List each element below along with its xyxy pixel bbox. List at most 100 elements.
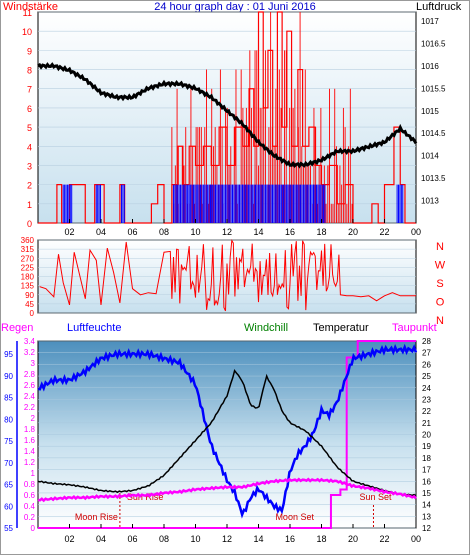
legend-luftfeuchte: Luftfeuchte — [67, 322, 121, 334]
humidity-tick-label: 90 — [4, 372, 13, 381]
rain-tick-label: 1.2 — [24, 458, 36, 467]
humidity-tick-label: 55 — [4, 524, 13, 533]
right-tick-label: 1013 — [421, 197, 439, 206]
direction-tick-label: 90 — [25, 291, 34, 300]
temperature-tick-label: 12 — [422, 524, 431, 533]
time-tick-label: 06 — [127, 534, 137, 544]
humidity-tick-label: 70 — [4, 459, 13, 468]
time-tick-label: 16 — [285, 227, 295, 237]
dewpoint-line — [37, 477, 417, 503]
humidity-tick-label: 60 — [4, 502, 13, 511]
left-tick-label: 10 — [22, 27, 32, 37]
time-tick-label: 02 — [64, 534, 74, 544]
legend-taupunkt: Taupunkt — [392, 322, 437, 334]
left-tick-label: 11 — [23, 8, 32, 18]
time-tick-label: 22 — [379, 227, 389, 237]
right-tick-label: 1017 — [421, 17, 439, 26]
temperature-tick-label: 14 — [422, 501, 431, 510]
left-tick-label: 7 — [27, 85, 32, 95]
direction-tick-label: 315 — [21, 245, 35, 254]
humidity-tick-label: 80 — [4, 415, 13, 424]
left-tick-label: 4 — [27, 142, 32, 152]
left-tick-label: 9 — [27, 46, 32, 56]
moon-rise-label: Moon Rise — [75, 512, 118, 522]
direction-tick-label: 225 — [21, 263, 35, 272]
rain-tick-label: 0.2 — [24, 513, 36, 522]
temperature-tick-label: 27 — [422, 349, 431, 358]
rain-tick-label: 0.6 — [24, 491, 36, 500]
temperature-tick-label: 17 — [422, 466, 431, 475]
time-tick-label: 20 — [348, 534, 358, 544]
time-tick-label: 00 — [411, 227, 421, 237]
humidity-tick-label: 95 — [4, 350, 13, 359]
direction-tick-label: 45 — [25, 300, 34, 309]
header-left-label: Windstärke — [3, 1, 58, 13]
sun-moon-events: Sun Rise Moon Rise Sun Set Moon Set — [75, 492, 392, 528]
temperature-tick-label: 26 — [422, 360, 431, 369]
moon-set-label: Moon Set — [275, 512, 314, 522]
panel3-grid — [38, 340, 416, 529]
rain-tick-label: 1.6 — [24, 436, 36, 445]
time-tick-label: 06 — [127, 227, 137, 237]
time-tick-label: 14 — [253, 227, 263, 237]
humidity-tick-label: 75 — [4, 437, 13, 446]
time-tick-label: 22 — [379, 534, 389, 544]
wind-direction-line — [39, 238, 416, 312]
header-right-label: Luftdruck — [416, 1, 462, 13]
rain-tick-label: 0 — [31, 524, 36, 533]
header-title: 24 hour graph day : 01 Juni 2016 — [154, 1, 315, 13]
time-tick-label: 00 — [411, 534, 421, 544]
time-tick-label: 18 — [316, 534, 326, 544]
right-tick-label: 1014.5 — [421, 129, 446, 138]
right-tick-label: 1015 — [421, 107, 439, 116]
left-tick-label: 8 — [27, 66, 32, 76]
rain-tick-label: 2.2 — [24, 403, 36, 412]
direction-tick-label: 360 — [21, 236, 35, 245]
rain-tick-label: 2.6 — [24, 381, 36, 390]
time-tick-label: 12 — [222, 227, 232, 237]
panel1-right-axis-ticks: 1013 1013.5 1014 1014.5 1015 1015.5 1016 1016.5… — [421, 17, 446, 206]
rain-tick-label: 1.8 — [24, 425, 36, 434]
temperature-line — [37, 369, 417, 497]
pressure-line — [37, 62, 418, 169]
rain-tick-label: 1.4 — [24, 447, 36, 456]
humidity-tick-label: 65 — [4, 481, 13, 490]
temperature-tick-label: 19 — [422, 442, 431, 451]
rain-tick-label: 3.4 — [24, 337, 36, 346]
direction-tick-label: 180 — [21, 273, 35, 282]
legend-temperatur: Temperatur — [313, 322, 369, 334]
panel1-time-ticks: 02 04 06 08 10 12 14 16 18 20 22 00 — [64, 219, 421, 237]
humidity-line — [37, 343, 418, 519]
compass-label: O — [436, 297, 445, 309]
temperature-tick-label: 23 — [422, 395, 431, 404]
left-tick-label: 0 — [27, 219, 32, 229]
legend-regen: Regen — [1, 322, 33, 334]
temperature-tick-label: 21 — [422, 419, 431, 428]
rain-tick-label: 2.8 — [24, 370, 36, 379]
temperature-tick-label: 16 — [422, 477, 431, 486]
rain-tick-label: 2.4 — [24, 392, 36, 401]
right-tick-label: 1016 — [421, 62, 439, 71]
rain-tick-label: 1 — [31, 469, 36, 478]
temperature-tick-label: 18 — [422, 454, 431, 463]
direction-tick-label: 0 — [30, 309, 35, 318]
temperature-tick-label: 13 — [422, 512, 431, 521]
temperature-tick-label: 22 — [422, 407, 431, 416]
climate-panel: Sun Rise Moon Rise Sun Set Moon Set 0 0.2 0.4… — [4, 337, 431, 544]
time-tick-label: 12 — [222, 534, 232, 544]
direction-tick-label: 135 — [21, 282, 35, 291]
right-tick-label: 1015.5 — [421, 84, 446, 93]
time-tick-label: 08 — [159, 227, 169, 237]
temperature-tick-label: 25 — [422, 372, 431, 381]
time-tick-label: 04 — [96, 534, 106, 544]
temperature-axis-ticks: 12 13 14 15 16 17 18 19 20 21 22 23 24 25 26 27 28 — [422, 337, 431, 533]
compass-label: N — [436, 315, 444, 327]
rain-tick-label: 3 — [31, 359, 36, 368]
left-tick-label: 2 — [27, 181, 32, 191]
